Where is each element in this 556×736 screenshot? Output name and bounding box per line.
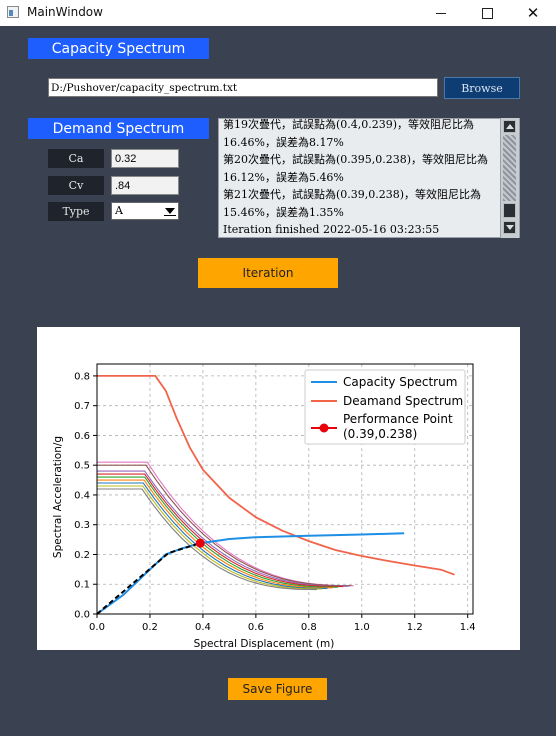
log-line: 第20次疊代，試誤點為(0.395,0.238)，等效阻尼比為 [223,153,489,166]
x-tick-label: 0.2 [142,622,158,633]
iteration-curve [97,473,344,588]
chart-svg: 0.0 0.2 0.4 0.6 0.8 1.0 1.2 1.4 0.0 0.1 0.2 0.3 0.4… [52,363,476,650]
scroll-track[interactable] [503,135,516,201]
chevron-down-icon [165,208,175,214]
legend: Capacity Spectrum Deamand Spectrum Perfo… [304,369,466,445]
iteration-button[interactable]: Iteration [198,258,338,288]
log-line: 16.46%，誤差為8.17% [223,135,344,149]
browse-button[interactable]: Browse [444,77,520,99]
minimize-button[interactable] [418,0,464,26]
capacity-file-path-input[interactable] [48,78,438,97]
bilinear-line [96,542,201,615]
iteration-log[interactable]: 第19次疊代，試誤點為(0.4,0.239)，等效阻尼比為 16.46%，誤差為… [218,118,520,238]
type-select[interactable]: A [111,202,179,220]
type-label: Type [48,202,104,221]
save-figure-button[interactable]: Save Figure [228,678,327,700]
x-axis-label: Spectral Displacement (m) [194,638,335,650]
x-tick-label: 1.4 [460,622,476,633]
y-tick-label: 0.5 [74,461,90,472]
ca-input[interactable] [111,149,179,168]
close-button[interactable]: ✕ [510,0,556,26]
close-icon: ✕ [526,3,540,22]
spectrum-plot: 0.0 0.2 0.4 0.6 0.8 1.0 1.2 1.4 0.0 0.1 0.2 0.3 0.4… [37,327,520,650]
iteration-curve [97,461,354,587]
iteration-curve [97,488,317,591]
maximize-icon [481,7,493,19]
y-tick-label: 0.6 [74,431,90,442]
axes-frame [96,363,474,615]
select-underline [164,215,176,216]
maximize-button[interactable] [464,0,510,26]
demand-spectrum-label: Demand Spectrum [28,118,209,139]
y-tick-label: 0.1 [74,580,90,591]
y-tick-label: 0.0 [74,610,90,621]
x-tick-label: 0.0 [89,622,105,633]
iteration-curve [97,479,333,589]
log-line: 16.12%，誤差為5.46% [223,170,344,184]
legend-capacity-text: Capacity Spectrum [343,375,457,389]
log-line: Iteration finished 2022-05-16 03:23:55 [223,223,440,236]
demand-spectrum-line [97,375,455,576]
minimize-icon [436,12,446,14]
y-ticks: 0.0 0.1 0.2 0.3 0.4 0.5 0.6 0.7 0.8 [74,371,97,621]
legend-performance-text: Performance Point (0.39,0.238) [343,412,453,441]
legend-box [304,369,466,445]
iteration-curves [97,461,354,591]
log-line: 第19次疊代，試誤點為(0.4,0.239)，等效阻尼比為 [223,118,475,131]
y-tick-label: 0.4 [74,490,90,501]
log-line: 第21次疊代，試誤點為(0.39,0.238)，等效阻尼比為 [223,188,482,201]
x-tick-label: 0.8 [301,622,317,633]
capacity-spectrum-label: Capacity Spectrum [28,38,209,59]
log-line: 15.46%，誤差為1.35% [223,205,344,219]
x-ticks: 0.0 0.2 0.4 0.6 0.8 1.0 1.2 1.4 [89,614,476,633]
y-tick-label: 0.8 [74,371,90,382]
iteration-curve [97,464,352,587]
scroll-up-icon[interactable] [503,120,516,133]
x-tick-label: 0.6 [248,622,264,633]
scroll-thumb[interactable] [503,203,516,218]
scroll-down-icon[interactable] [503,221,516,234]
iteration-curve [97,485,323,590]
y-tick-label: 0.7 [74,401,90,412]
cv-label: Cv [48,176,104,195]
window-title: MainWindow [27,5,103,19]
iteration-curve [97,482,328,589]
log-scrollbar[interactable] [500,118,519,238]
iteration-curve [97,470,349,587]
type-select-value: A [115,204,123,217]
iteration-curve [97,476,338,588]
cv-input[interactable] [111,176,179,195]
legend-demand-text: Deamand Spectrum [343,394,463,408]
app-icon [7,6,19,18]
y-tick-label: 0.3 [74,520,90,531]
y-tick-label: 0.2 [74,550,90,561]
y-axis-label: Spectral Acceleration/g [52,436,64,558]
legend-performance-marker [319,423,329,433]
log-lines: 第19次疊代，試誤點為(0.4,0.239)，等效阻尼比為 16.46%，誤差為… [223,118,499,237]
ca-label: Ca [48,149,104,168]
x-tick-label: 0.4 [195,622,211,633]
x-tick-label: 1.2 [407,622,423,633]
title-bar: MainWindow ✕ [0,0,556,26]
performance-point [195,538,205,548]
x-tick-label: 1.0 [354,622,370,633]
